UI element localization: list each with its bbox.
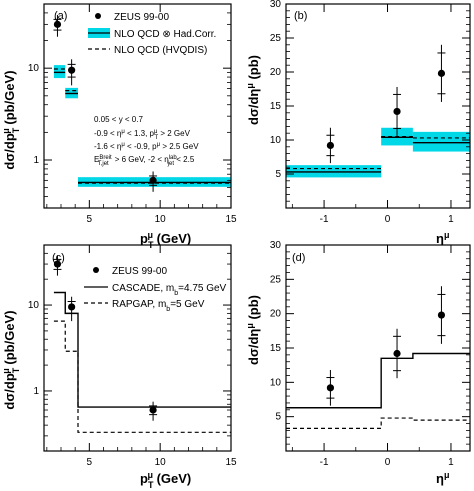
data-point xyxy=(68,303,76,311)
panel-d-frame xyxy=(285,244,471,452)
panel-d-ylabel: dσ/dημ (pb) xyxy=(245,295,261,365)
x-tick-label: 10 xyxy=(155,214,167,225)
panel-b-xlabel: ημ xyxy=(436,230,449,246)
y-tick-label: 20 xyxy=(270,309,282,320)
legend-hvqdis-label: NLO QCD (HVQDIS) xyxy=(114,45,207,56)
y-tick-label: 15 xyxy=(270,101,282,112)
panel-c: 5 10 15 1 10 (c) ZEUS 99-00 CASCADE, mb=4.75… xyxy=(1,244,237,490)
panel-a-plot: 5 10 15 1 10 xyxy=(28,3,237,225)
data-point xyxy=(149,176,157,184)
x-tick-label: -1 xyxy=(320,457,329,468)
y-tick-label: 15 xyxy=(270,343,282,354)
y-tick-label: 5 xyxy=(275,169,281,180)
x-tick-label: 1 xyxy=(448,214,454,225)
data-point xyxy=(326,384,335,392)
x-tick-label: 10 xyxy=(155,457,167,468)
panel-a-legend: ZEUS 99-00 NLO QCD ⊗ Had.Corr. NLO QCD (… xyxy=(88,12,216,56)
data-point xyxy=(393,349,401,358)
y-tick-label: 1 xyxy=(33,386,39,397)
rapgap-line xyxy=(53,320,231,433)
data-point xyxy=(326,141,335,150)
legend-dot-marker xyxy=(95,13,101,19)
panel-c-plot: 5 10 15 1 10 xyxy=(28,244,237,468)
panel-b-frame xyxy=(285,3,471,209)
panel-b-ylabel: dσ/dημ (pb) xyxy=(245,55,261,125)
panel-d-label: (d) xyxy=(292,252,305,264)
cascade-line xyxy=(286,352,470,409)
x-tick-label: 0 xyxy=(385,214,391,225)
x-tick-label: 0 xyxy=(385,457,391,468)
panel-a: 5 10 15 1 10 (a) ZEUS 99-00 NLO QCD ⊗ Had.Co… xyxy=(1,3,237,250)
panel-c-label: (c) xyxy=(52,252,65,264)
legend-zeus-label: ZEUS 99-00 xyxy=(114,12,169,23)
y-tick-label: 25 xyxy=(270,33,282,44)
panel-a-ylabel: dσ/dpTμ (pb/GeV) xyxy=(1,70,21,169)
rapgap-line xyxy=(286,417,470,429)
x-tick-label: 1 xyxy=(448,457,454,468)
y-tick-label: 5 xyxy=(275,412,281,423)
data-point xyxy=(437,69,446,77)
y-tick-label: 20 xyxy=(270,67,282,78)
panel-c-ylabel: dσ/dpTμ (pb/GeV) xyxy=(1,310,21,409)
panel-c-legend: ZEUS 99-00 CASCADE, mb=4.75 GeV RAPGAP, … xyxy=(84,266,227,313)
legend-dot-marker xyxy=(93,267,99,273)
cut-jet: EBreit T,jet > 6 GeV, -2 < ηlab jet < 2.5 xyxy=(94,155,195,167)
panel-c-xlabel: pTμ (GeV) xyxy=(140,470,191,490)
cut-eta-1: -0.9 < ημ < 1.3, pμ T > 2 GeV xyxy=(94,129,191,141)
cut-eta-2: -1.6 < ημ < -0.9, pμ > 2.5 GeV xyxy=(94,142,199,151)
cut-y: 0.05 < y < 0.7 xyxy=(94,115,143,124)
panel-a-cuts: 0.05 < y < 0.7 -0.9 < ημ < 1.3, pμ T > 2 … xyxy=(94,115,199,167)
panel-a-xlabel: pTμ (GeV) xyxy=(140,230,191,250)
data-point xyxy=(53,260,62,268)
legend-cascade-label: CASCADE, mb=4.75 GeV xyxy=(112,283,227,297)
y-tick-label: 10 xyxy=(270,377,282,388)
y-tick-label: 30 xyxy=(270,0,282,10)
y-tick-label: 25 xyxy=(270,274,282,285)
data-point xyxy=(53,20,62,28)
x-tick-label: 15 xyxy=(225,457,237,468)
panel-c-frame xyxy=(43,244,232,452)
data-point xyxy=(149,406,157,414)
nlo-band xyxy=(412,131,470,152)
data-point xyxy=(393,107,401,116)
panel-d-xlabel: ημ xyxy=(436,470,449,486)
legend-nlo-label: NLO QCD ⊗ Had.Corr. xyxy=(114,29,216,40)
data-point xyxy=(68,66,76,74)
x-tick-label: -1 xyxy=(320,214,329,225)
panel-b-label: (b) xyxy=(294,10,307,22)
data-point xyxy=(437,311,446,319)
legend-zeus-label: ZEUS 99-00 xyxy=(112,266,167,277)
panel-a-label: (a) xyxy=(54,10,67,22)
legend-rapgap-label: RAPGAP, mb=5 GeV xyxy=(112,299,205,313)
y-tick-label: 1 xyxy=(33,155,39,166)
y-tick-label: 10 xyxy=(270,135,282,146)
y-tick-label: 30 xyxy=(270,240,282,251)
x-tick-label: 5 xyxy=(87,457,93,468)
y-tick-label: 10 xyxy=(28,63,40,74)
y-tick-label: 10 xyxy=(28,300,40,311)
nlo-band xyxy=(53,65,66,79)
x-tick-label: 5 xyxy=(87,214,93,225)
panel-a-frame xyxy=(43,3,232,209)
x-tick-label: 15 xyxy=(225,214,237,225)
